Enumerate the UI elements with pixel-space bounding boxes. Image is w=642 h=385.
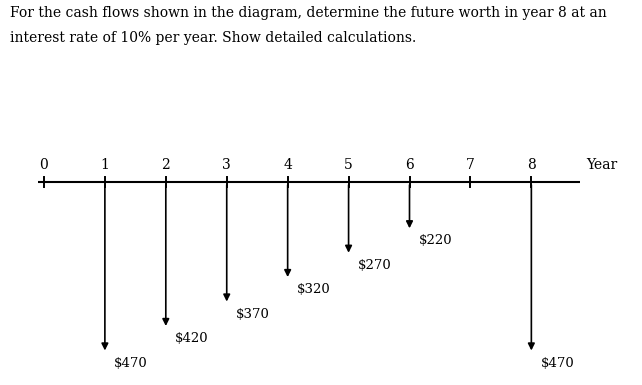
Text: $420: $420	[175, 332, 209, 345]
Text: 6: 6	[405, 158, 414, 172]
Text: $470: $470	[541, 357, 574, 370]
Text: For the cash flows shown in the diagram, determine the future worth in year 8 at: For the cash flows shown in the diagram,…	[10, 6, 607, 20]
Text: 4: 4	[283, 158, 292, 172]
Text: 8: 8	[527, 158, 535, 172]
Text: $470: $470	[114, 357, 148, 370]
Text: interest rate of 10% per year. Show detailed calculations.: interest rate of 10% per year. Show deta…	[10, 31, 416, 45]
Text: $370: $370	[236, 308, 270, 321]
Text: Year: Year	[586, 158, 618, 172]
Text: $270: $270	[358, 259, 392, 272]
Text: 2: 2	[161, 158, 170, 172]
Text: 7: 7	[466, 158, 475, 172]
Text: $320: $320	[297, 283, 331, 296]
Text: 3: 3	[222, 158, 231, 172]
Text: $220: $220	[419, 234, 452, 248]
Text: 0: 0	[40, 158, 48, 172]
Text: 5: 5	[344, 158, 353, 172]
Text: 1: 1	[100, 158, 109, 172]
